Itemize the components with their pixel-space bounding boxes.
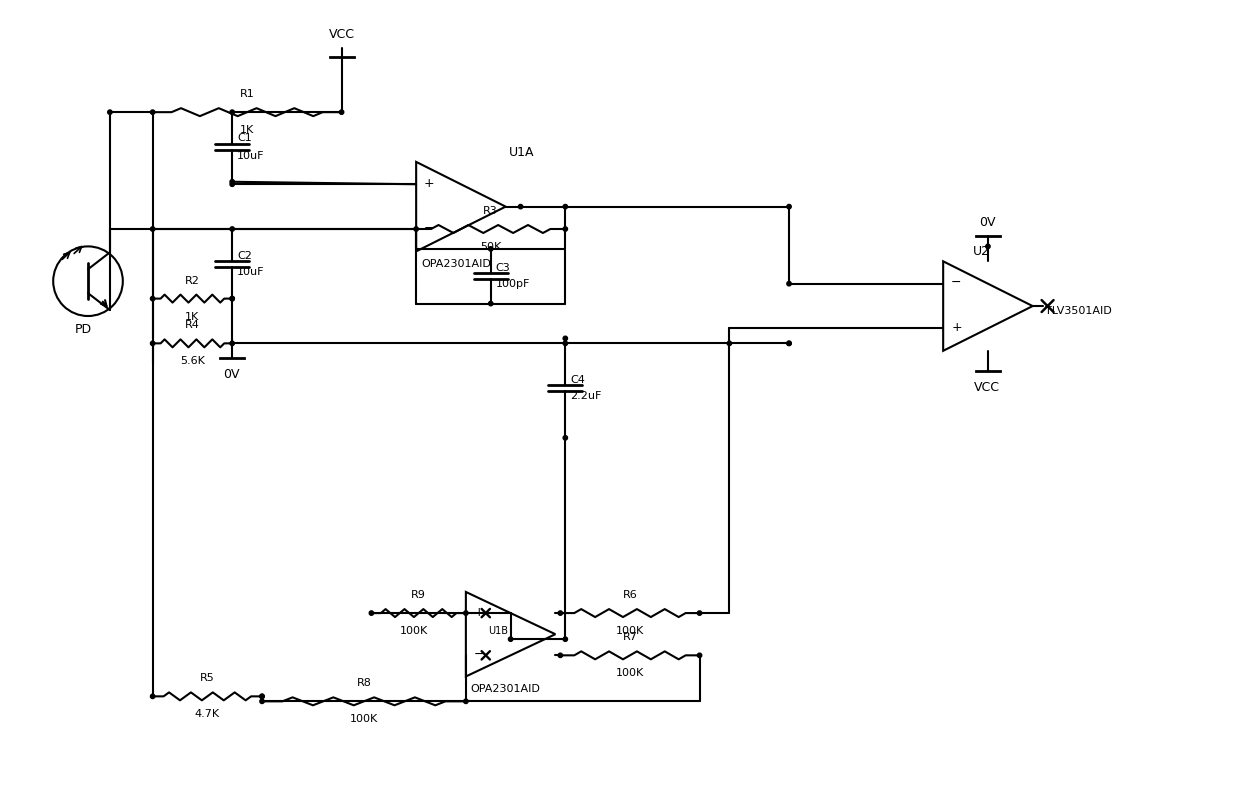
Circle shape [229,110,234,114]
Text: 100K: 100K [350,714,378,724]
Circle shape [563,337,568,341]
Circle shape [489,302,494,306]
Text: C3: C3 [496,264,511,273]
Circle shape [563,204,568,208]
Text: 0V: 0V [223,368,239,381]
Circle shape [370,611,373,616]
Text: −: − [951,277,962,290]
Text: OPA2301AID: OPA2301AID [471,684,541,694]
Text: 50K: 50K [480,242,501,252]
Circle shape [518,204,523,208]
Circle shape [563,436,568,440]
Text: 2.2uF: 2.2uF [570,391,601,401]
Circle shape [229,179,234,184]
Circle shape [260,699,264,703]
Text: R1: R1 [239,89,254,99]
Text: R5: R5 [200,673,215,684]
Circle shape [260,694,264,698]
Text: 100K: 100K [399,626,428,636]
Circle shape [229,182,234,187]
Circle shape [558,611,563,616]
Text: R7: R7 [622,633,637,642]
Text: +: + [951,321,962,334]
Text: R9: R9 [412,590,427,600]
Text: R4: R4 [185,320,200,330]
Text: 100pF: 100pF [496,279,529,290]
Circle shape [150,227,155,231]
Text: 10uF: 10uF [237,267,264,277]
Text: 100K: 100K [616,626,644,636]
Circle shape [229,227,234,231]
Text: U1B: U1B [487,626,507,636]
Text: 1K: 1K [185,311,200,321]
Text: +: + [474,606,485,619]
Circle shape [229,296,234,301]
Text: U1A: U1A [508,146,534,159]
Circle shape [787,341,791,345]
Circle shape [229,341,234,345]
Text: 5.6K: 5.6K [180,356,205,367]
Circle shape [697,653,702,658]
Circle shape [340,110,343,114]
Circle shape [727,341,732,345]
Circle shape [563,227,568,231]
Circle shape [464,699,467,703]
Text: −: − [424,221,434,234]
Text: C2: C2 [237,251,252,261]
Text: C4: C4 [570,375,585,385]
Circle shape [986,244,990,249]
Text: PD: PD [74,323,92,336]
Text: R2: R2 [185,276,200,285]
Text: 4.7K: 4.7K [195,710,219,719]
Circle shape [787,341,791,345]
Text: 10uF: 10uF [237,151,264,161]
Circle shape [150,110,155,114]
Text: 0V: 0V [978,217,996,230]
Text: U2: U2 [973,246,990,259]
Circle shape [464,611,467,616]
Text: R3: R3 [484,206,498,216]
Text: −: − [474,648,485,661]
Circle shape [489,247,494,251]
Circle shape [563,341,568,345]
Text: C1: C1 [237,133,252,143]
Text: TLV3501AID: TLV3501AID [1044,306,1111,316]
Text: VCC: VCC [329,28,355,41]
Text: R8: R8 [357,678,372,689]
Text: +: + [424,177,435,190]
Circle shape [787,204,791,208]
Text: R6: R6 [622,590,637,600]
Circle shape [697,611,702,616]
Text: 1K: 1K [241,125,254,135]
Circle shape [150,341,155,345]
Circle shape [563,637,568,642]
Circle shape [787,281,791,285]
Circle shape [150,296,155,301]
Circle shape [558,653,563,658]
Circle shape [260,694,264,698]
Circle shape [108,110,112,114]
Circle shape [508,637,513,642]
Circle shape [150,694,155,698]
Text: OPA2301AID: OPA2301AID [422,260,491,269]
Text: VCC: VCC [973,380,999,393]
Circle shape [229,296,234,301]
Circle shape [414,227,418,231]
Text: 100K: 100K [616,668,644,678]
